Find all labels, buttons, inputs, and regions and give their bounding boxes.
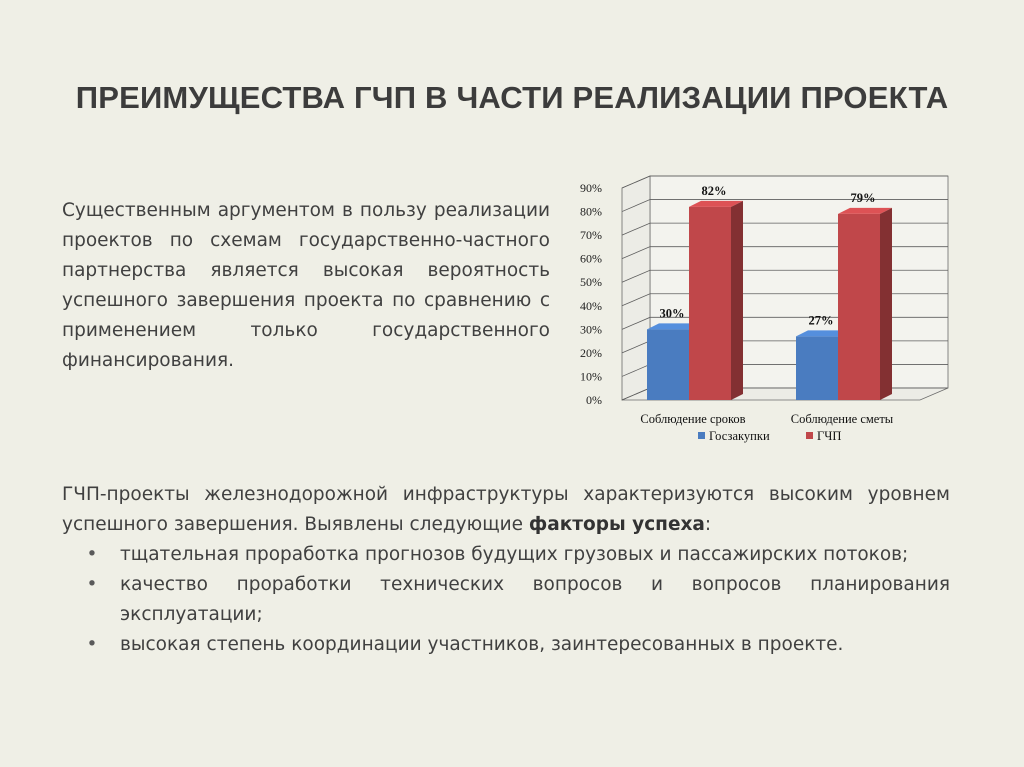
factors-intro-text: ГЧП-проекты железнодорожной инфраструкту… bbox=[62, 484, 950, 535]
slide-title: ПРЕИМУЩЕСТВА ГЧП В ЧАСТИ РЕАЛИЗАЦИИ ПРОЕ… bbox=[75, 80, 949, 115]
bar-chart: 0% 10% 20% 30% 40% 50% 60% 70% 80% 90% 30% 82% 27% 7… bbox=[560, 160, 960, 460]
factors-list: • тщательная проработка прогнозов будущих… bbox=[62, 540, 950, 660]
y-tick-label: 60% bbox=[580, 252, 602, 266]
bar-top bbox=[647, 323, 701, 330]
chart-bars bbox=[647, 200, 892, 400]
intro-paragraph: Существенным аргументом в пользу реализа… bbox=[62, 200, 550, 371]
y-tick-label: 80% bbox=[580, 205, 602, 219]
y-tick-label: 0% bbox=[586, 393, 602, 407]
y-tick-label: 30% bbox=[580, 322, 602, 336]
y-tick-label: 20% bbox=[580, 346, 602, 360]
y-tick-label: 40% bbox=[580, 299, 602, 313]
bar-top bbox=[796, 330, 850, 337]
bullet-icon: • bbox=[86, 544, 98, 565]
data-label: 82% bbox=[702, 184, 727, 198]
legend-label: Госзакупки bbox=[709, 429, 770, 443]
chart-x-labels: Соблюдение сроков Соблюдение сметы bbox=[640, 412, 893, 426]
list-item-text: тщательная проработка прогнозов будущих … bbox=[120, 544, 909, 565]
chart-legend: Госзакупки ГЧП bbox=[698, 429, 841, 443]
bar-top bbox=[838, 207, 892, 214]
x-tick-label: Соблюдение сроков bbox=[640, 412, 745, 426]
gridline bbox=[621, 175, 948, 189]
y-tick-label: 10% bbox=[580, 369, 602, 383]
bullet-icon: • bbox=[86, 634, 98, 655]
y-tick-label: 50% bbox=[580, 275, 602, 289]
bar bbox=[796, 336, 838, 400]
bar bbox=[838, 213, 880, 400]
data-label: 79% bbox=[851, 191, 876, 205]
factors-colon: : bbox=[704, 514, 712, 535]
x-tick-label: Соблюдение сметы bbox=[791, 412, 894, 426]
factors-paragraph: ГЧП-проекты железнодорожной инфраструкту… bbox=[62, 480, 950, 540]
chart-y-ticks: 0% 10% 20% 30% 40% 50% 60% 70% 80% 90% bbox=[580, 181, 602, 407]
bullet-icon: • bbox=[86, 574, 98, 595]
legend-label: ГЧП bbox=[817, 429, 841, 443]
chart-svg: 0% 10% 20% 30% 40% 50% 60% 70% 80% 90% 30% 82% 27% 7… bbox=[580, 175, 949, 443]
bar-top bbox=[689, 200, 743, 207]
list-item: • качество проработки технических вопросо… bbox=[62, 570, 950, 630]
list-item: • высокая степень координации участников,… bbox=[62, 630, 950, 660]
list-item-text: высокая степень координации участников, … bbox=[120, 634, 844, 655]
bar bbox=[689, 206, 731, 400]
lower-section: ГЧП-проекты железнодорожной инфраструкту… bbox=[62, 480, 950, 660]
legend-swatch bbox=[698, 432, 705, 439]
factors-bold-text: факторы успеха bbox=[528, 514, 705, 535]
data-label: 30% bbox=[660, 306, 685, 320]
gridline bbox=[621, 199, 948, 212]
y-tick-label: 90% bbox=[580, 181, 602, 195]
bar-side bbox=[731, 200, 743, 400]
list-item-text: качество проработки технических вопросов… bbox=[120, 574, 950, 625]
data-label: 27% bbox=[809, 313, 834, 327]
y-tick-label: 70% bbox=[580, 228, 602, 242]
bar bbox=[647, 329, 689, 400]
legend-swatch bbox=[806, 432, 813, 439]
list-item: • тщательная проработка прогнозов будущих… bbox=[62, 540, 950, 570]
bar-side bbox=[880, 207, 892, 400]
chart-data-labels: 30% 82% 27% 79% bbox=[660, 184, 876, 328]
